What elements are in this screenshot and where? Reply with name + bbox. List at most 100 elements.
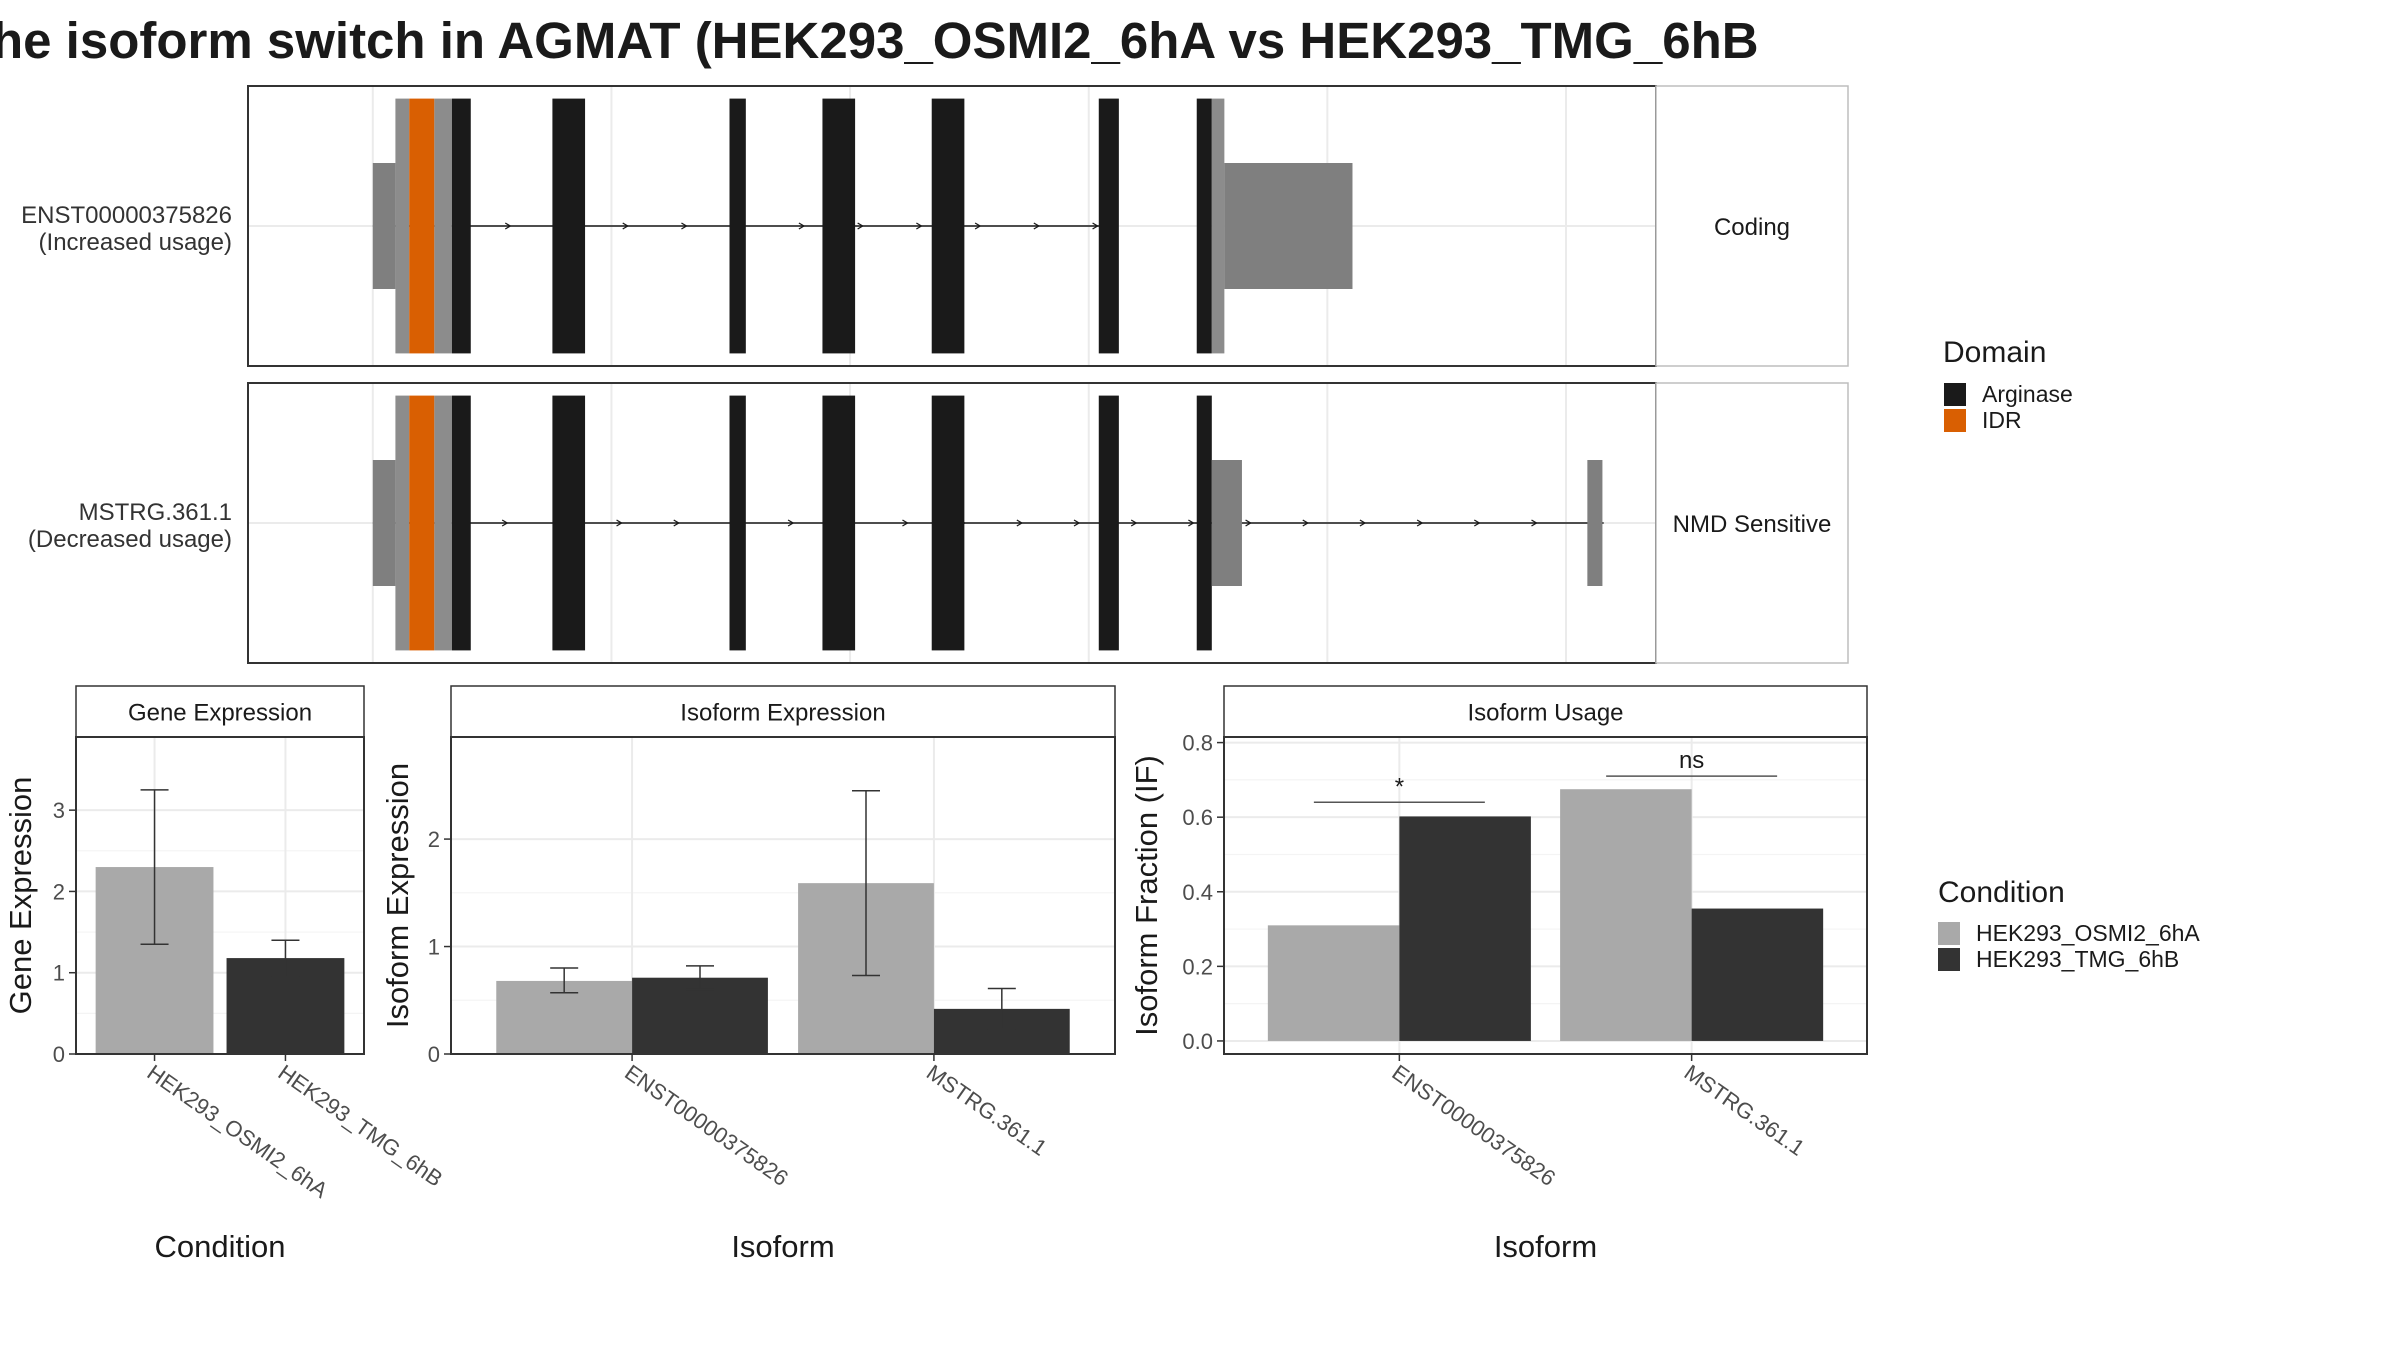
y-tick-label: 0.2 — [1182, 954, 1213, 979]
isoform-usage-panel: Isoform Usage * ns 0.0 0.2 0.4 0.6 0.8 ENST00000… — [1129, 685, 1868, 1264]
exon-block-idr — [409, 395, 435, 651]
exon-block-cds_other — [1211, 98, 1225, 354]
y-tick-label: 3 — [53, 798, 65, 823]
transcript-class-strip — [1655, 382, 1849, 664]
exon-block-arginase — [451, 98, 471, 354]
exon-block-arginase — [1098, 395, 1119, 651]
condition-legend-swatch — [1938, 922, 1960, 945]
y-tick-label: 2 — [53, 879, 65, 904]
bar — [632, 977, 768, 1054]
y-tick-label: 0 — [428, 1042, 440, 1067]
intron-arrow — [902, 519, 909, 527]
intron-arrow — [1033, 222, 1041, 230]
intron-arrow — [916, 222, 923, 230]
panel-strip-label: Isoform Usage — [1467, 700, 1623, 727]
figure-title: he isoform switch in AGMAT (HEK293_OSMI2… — [0, 12, 1759, 69]
y-tick-label: 0.4 — [1182, 880, 1213, 905]
x-tick-label: MSTRG.361.1 — [1680, 1060, 1810, 1161]
intron-arrow — [1531, 519, 1538, 527]
transcript-class-label: NMD Sensitive — [1673, 511, 1832, 538]
exon-block-cds_other — [395, 98, 410, 354]
panel-strip — [450, 685, 1116, 738]
exon-block-cds_other — [434, 98, 452, 354]
panel-strip — [1223, 685, 1868, 738]
exon-block-arginase — [552, 98, 586, 354]
y-tick-label: 0.8 — [1182, 731, 1213, 756]
condition-legend-title: Condition — [1938, 876, 2065, 909]
y-axis-title: Isoform Expression — [380, 763, 415, 1028]
intron-arrow — [1302, 519, 1310, 527]
intron-arrow — [1473, 519, 1481, 527]
intron-arrow — [1092, 222, 1099, 230]
transcript-usage-label: (Decreased usage) — [28, 526, 232, 553]
x-tick-label: ENST00000375826 — [1387, 1060, 1560, 1191]
bar — [1399, 816, 1531, 1041]
transcript-class-label: Coding — [1714, 214, 1790, 241]
exon-block-utr — [1224, 163, 1353, 289]
domain-legend-title: Domain — [1943, 336, 2046, 369]
x-axis-title: Condition — [155, 1229, 286, 1264]
significance-label: ns — [1679, 747, 1704, 774]
transcript-class-strip — [1655, 85, 1849, 367]
bar — [1267, 925, 1400, 1041]
condition-legend-label: HEK293_OSMI2_6hA — [1976, 920, 2200, 946]
domain-legend-swatch — [1944, 383, 1966, 406]
panel-border — [1223, 736, 1868, 1055]
x-tick-label: ENST00000375826 — [620, 1060, 793, 1191]
intron-arrow — [504, 222, 512, 230]
intron-arrow — [1016, 519, 1024, 527]
intron-arrow — [798, 222, 806, 230]
panel-border — [75, 736, 365, 1055]
exon-block-arginase — [729, 395, 746, 651]
y-tick-label: 1 — [53, 961, 65, 986]
x-axis-title: Isoform — [1494, 1229, 1597, 1264]
y-axis-title: Gene Expression — [3, 777, 38, 1015]
y-tick-label: 1 — [428, 935, 440, 960]
domain-legend-label: Arginase — [1982, 381, 2073, 407]
exon-block-arginase — [931, 98, 965, 354]
y-axis-title: Isoform Fraction (IF) — [1129, 755, 1164, 1036]
transcript-id-label: ENST00000375826 — [21, 202, 232, 229]
panel-strip-label: Isoform Expression — [680, 700, 885, 727]
exon-block-cds_other — [395, 395, 410, 651]
intron-arrow — [501, 519, 509, 527]
y-tick-label: 0.6 — [1182, 805, 1213, 830]
x-tick-label: MSTRG.361.1 — [922, 1060, 1052, 1161]
transcript-id-label: MSTRG.361.1 — [79, 499, 232, 526]
exon-block-utr — [372, 460, 396, 586]
exon-block-arginase — [451, 395, 471, 651]
exon-block-arginase — [931, 395, 965, 651]
y-tick-label: 0.0 — [1182, 1029, 1213, 1054]
domain-legend-swatch — [1944, 409, 1966, 432]
exon-block-arginase — [729, 98, 746, 354]
exon-block-arginase — [822, 395, 856, 651]
exon-block-arginase — [822, 98, 856, 354]
exon-block-utr — [372, 163, 396, 289]
intron-arrow — [857, 222, 864, 230]
y-tick-label: 2 — [428, 827, 440, 852]
bar — [1560, 789, 1692, 1041]
panel-strip-label: Gene Expression — [128, 700, 312, 727]
isoform-expression-panel: Isoform Expression 0 1 2 ENST00000375826 MSTR… — [380, 685, 1116, 1264]
exon-block-utr — [1587, 460, 1603, 586]
exon-block-arginase — [1196, 395, 1212, 651]
transcript-usage-label: (Increased usage) — [39, 229, 232, 256]
exon-block-arginase — [552, 395, 586, 651]
bar — [1691, 908, 1824, 1041]
exon-block-arginase — [1196, 98, 1212, 354]
intron-arrow — [673, 519, 680, 527]
intron-arrow — [787, 519, 795, 527]
exon-block-utr — [1211, 460, 1242, 586]
intron-arrow — [1130, 519, 1138, 527]
domain-legend-label: IDR — [1982, 407, 2022, 433]
intron-arrow — [1188, 519, 1195, 527]
condition-legend-swatch — [1938, 948, 1960, 971]
intron-arrow — [974, 222, 982, 230]
x-axis-title: Isoform — [731, 1229, 834, 1264]
exon-block-idr — [409, 98, 435, 354]
panel-border — [450, 736, 1116, 1055]
intron-arrow — [622, 222, 629, 230]
intron-arrow — [616, 519, 623, 527]
